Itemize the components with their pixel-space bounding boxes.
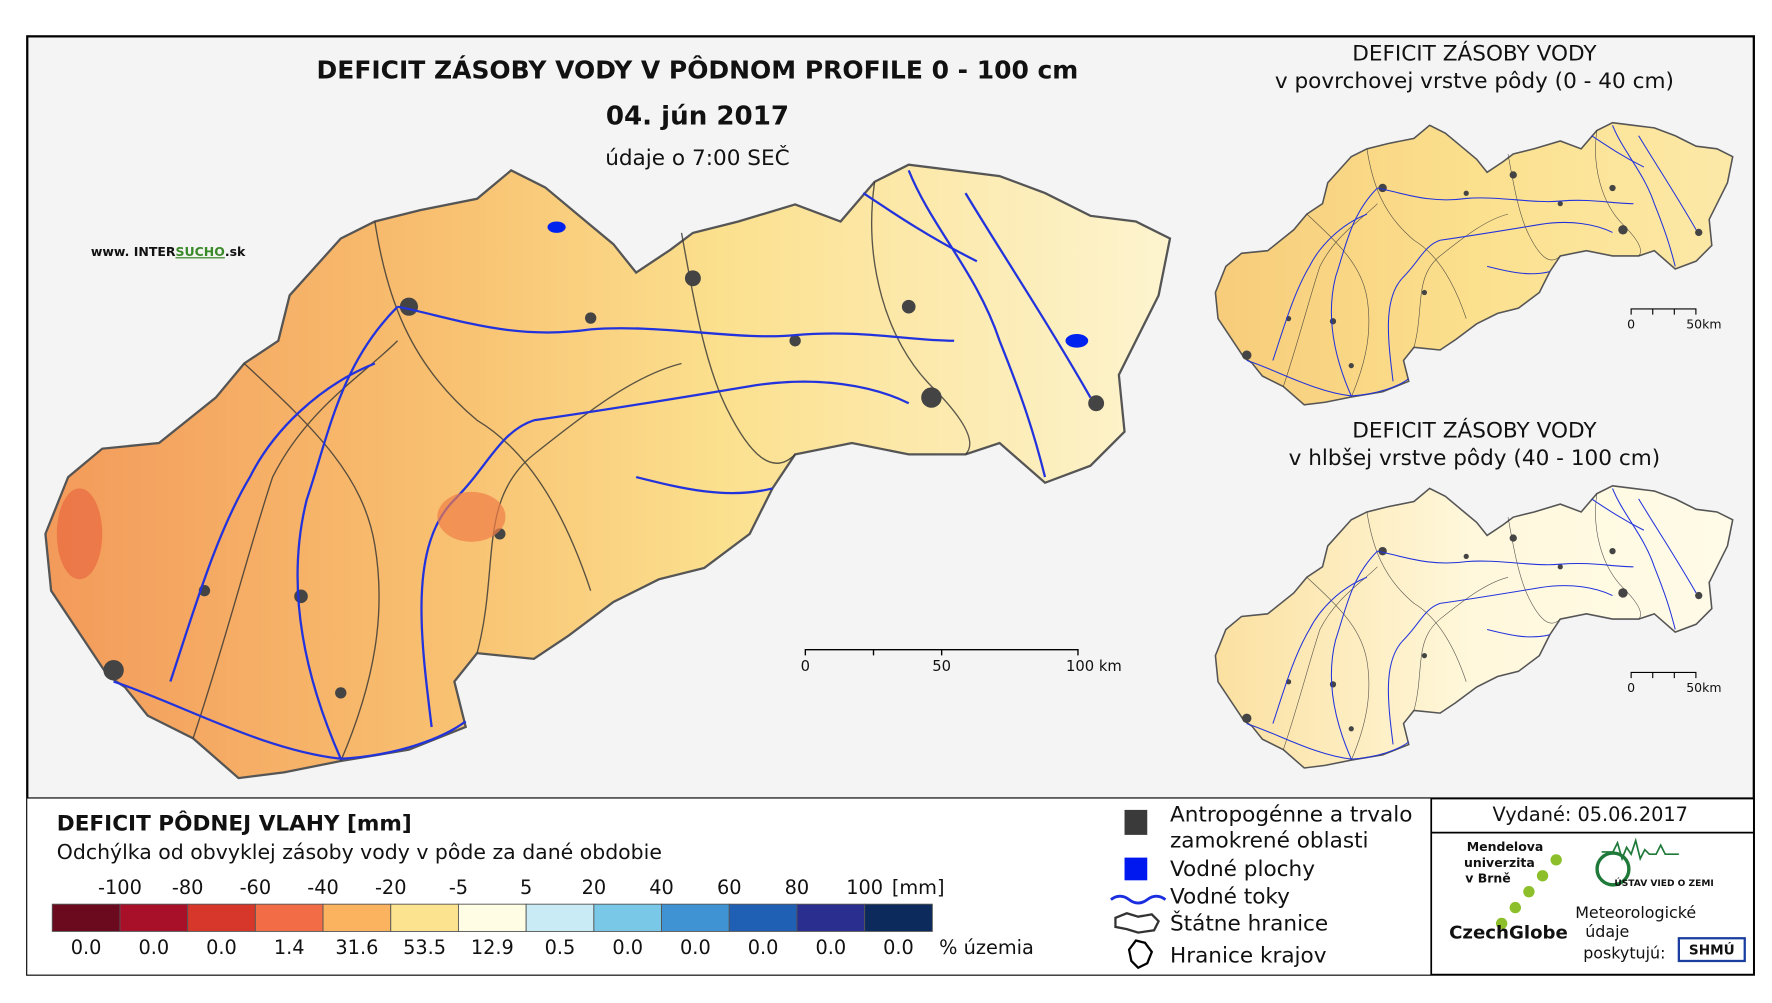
deficit-spot [437, 491, 506, 542]
scale-box [187, 903, 256, 932]
threshold-label: -5 [449, 876, 468, 899]
inset-scale-bar [1630, 671, 1697, 679]
scale-box [322, 903, 392, 932]
symbol-anthropogenic [1124, 809, 1148, 835]
threshold-label: -20 [375, 876, 407, 899]
scale-box [119, 903, 189, 932]
logo-text: Mendelova [1467, 839, 1544, 854]
logo-text: v Brně [1465, 871, 1511, 886]
logo-text: univerzita [1464, 855, 1535, 870]
map-date: 04. jún 2017 [606, 101, 789, 131]
website-prefix: www. INTER [91, 244, 176, 259]
website: www. INTERSUCHO.sk [91, 244, 246, 259]
share-label: 31.6 [335, 936, 378, 959]
threshold-label: 100 [846, 876, 883, 899]
scale-label: 0 [1627, 316, 1635, 331]
inset-title: DEFICIT ZÁSOBY VODY [1352, 418, 1597, 444]
scale-box [457, 903, 527, 932]
color-scale: 0.0 0.0 0.0 1.4 31.6 53.5 12.9 0.5 0.0 0.0 0.0 0.0 0… [51, 876, 1034, 959]
scale-box [390, 903, 459, 932]
logo-czechglobe: CzechGlobe [1449, 923, 1568, 944]
symbol-river [1110, 894, 1167, 905]
map-subtitle: údaje o 7:00 SEČ [605, 145, 790, 171]
deficit-spot [56, 488, 103, 580]
scale-label: 100 km [1066, 658, 1122, 675]
threshold-label: 5 [520, 876, 532, 899]
logo-uvz: ÚSTAV VIED O ZEMI [1614, 877, 1713, 889]
threshold-label: 20 [582, 876, 607, 899]
scale-box [728, 903, 798, 932]
symbol-water [1124, 857, 1148, 881]
issued-date: Vydané: 05.06.2017 [1493, 803, 1688, 826]
symbol-region-border [1127, 939, 1154, 970]
share-label: 0.0 [71, 936, 102, 959]
threshold-label: -60 [240, 876, 272, 899]
symbol-label: zamokrené oblasti [1170, 829, 1369, 854]
map-title: DEFICIT ZÁSOBY VODY V PÔDNOM PROFILE 0 -… [317, 55, 1079, 85]
logo-text: poskytujú: [1583, 944, 1665, 963]
scale-label: 50km [1686, 680, 1721, 695]
website-highlight: SUCHO [176, 244, 225, 259]
share-label: 0.0 [748, 936, 779, 959]
share-label: 0.0 [815, 936, 846, 959]
inset-title: DEFICIT ZÁSOBY VODY [1352, 41, 1597, 67]
inset-scale-bar [1630, 308, 1697, 315]
main-map [44, 163, 1172, 780]
scale-box [593, 903, 663, 932]
unit-label: [mm] [892, 876, 945, 899]
threshold-label: 60 [717, 876, 742, 899]
share-label: 12.9 [471, 936, 514, 959]
inset-subtitle: v hlbšej vrstve pôdy (40 - 100 cm) [1289, 446, 1661, 471]
scale-box [254, 903, 324, 932]
threshold-label: -80 [172, 876, 204, 899]
share-unit: % územia [939, 936, 1034, 959]
scale-box [525, 903, 595, 932]
share-label: 0.0 [883, 936, 914, 959]
logo-text: Meteorologické [1575, 903, 1696, 922]
logo-text: údaje [1585, 922, 1629, 941]
scale-box [864, 903, 933, 932]
threshold-label: -40 [307, 876, 339, 899]
symbol-state-border [1114, 912, 1160, 934]
logo-shmu: SHMÚ [1689, 941, 1735, 959]
scale-label: 50 [932, 658, 951, 675]
symbol-label: Štátne hranice [1170, 911, 1328, 937]
logo-uvz-mark [1595, 851, 1631, 887]
scale-box [661, 903, 730, 932]
share-label: 1.4 [274, 936, 305, 959]
share-label: 0.0 [680, 936, 711, 959]
logo-dots [1495, 854, 1562, 930]
scale-box [51, 903, 121, 932]
water-area [1065, 333, 1089, 348]
symbol-label: Vodné toky [1170, 884, 1290, 909]
legend-subtitle: Odchýlka od obvyklej zásoby vody v pôde … [57, 840, 662, 864]
legend-title: DEFICIT PÔDNEJ VLAHY [mm] [57, 811, 412, 837]
water-area [547, 221, 566, 233]
share-label: 0.0 [138, 936, 169, 959]
scale-label: 50km [1686, 316, 1721, 331]
share-label: 0.5 [545, 936, 576, 959]
share-label: 53.5 [403, 936, 446, 959]
logo-shmu-box [1677, 937, 1746, 963]
scale-label: 0 [1627, 680, 1635, 695]
threshold-label: 40 [649, 876, 674, 899]
symbol-label: Hranice krajov [1170, 943, 1327, 968]
share-label: 0.0 [206, 936, 237, 959]
threshold-label: 80 [785, 876, 810, 899]
symbol-label: Antropogénne a trvalo [1170, 803, 1412, 828]
scale-box [796, 903, 866, 932]
share-label: 0.0 [612, 936, 643, 959]
symbol-label: Vodné plochy [1170, 857, 1315, 882]
website-suffix: .sk [225, 244, 246, 259]
logo-seismo [1601, 837, 1679, 862]
inset-subtitle: v povrchovej vrstve pôdy (0 - 40 cm) [1275, 69, 1674, 94]
threshold-label: -100 [98, 876, 142, 899]
scale-label: 0 [801, 658, 810, 675]
main-scale-bar [804, 649, 1079, 656]
